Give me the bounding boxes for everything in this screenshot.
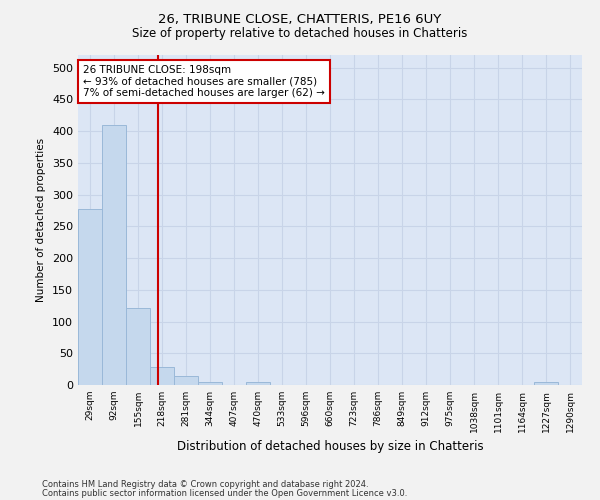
Bar bbox=[246, 382, 270, 385]
Bar bbox=[102, 125, 126, 385]
Bar bbox=[78, 209, 102, 385]
Bar bbox=[198, 382, 222, 385]
Bar bbox=[174, 376, 198, 385]
Text: 26 TRIBUNE CLOSE: 198sqm
← 93% of detached houses are smaller (785)
7% of semi-d: 26 TRIBUNE CLOSE: 198sqm ← 93% of detach… bbox=[83, 65, 325, 98]
X-axis label: Distribution of detached houses by size in Chatteris: Distribution of detached houses by size … bbox=[176, 440, 484, 454]
Y-axis label: Number of detached properties: Number of detached properties bbox=[37, 138, 46, 302]
Text: Contains HM Land Registry data © Crown copyright and database right 2024.: Contains HM Land Registry data © Crown c… bbox=[42, 480, 368, 489]
Bar bbox=[534, 382, 558, 385]
Text: Contains public sector information licensed under the Open Government Licence v3: Contains public sector information licen… bbox=[42, 488, 407, 498]
Text: 26, TRIBUNE CLOSE, CHATTERIS, PE16 6UY: 26, TRIBUNE CLOSE, CHATTERIS, PE16 6UY bbox=[158, 12, 442, 26]
Bar bbox=[150, 366, 174, 385]
Bar bbox=[126, 308, 150, 385]
Text: Size of property relative to detached houses in Chatteris: Size of property relative to detached ho… bbox=[133, 28, 467, 40]
